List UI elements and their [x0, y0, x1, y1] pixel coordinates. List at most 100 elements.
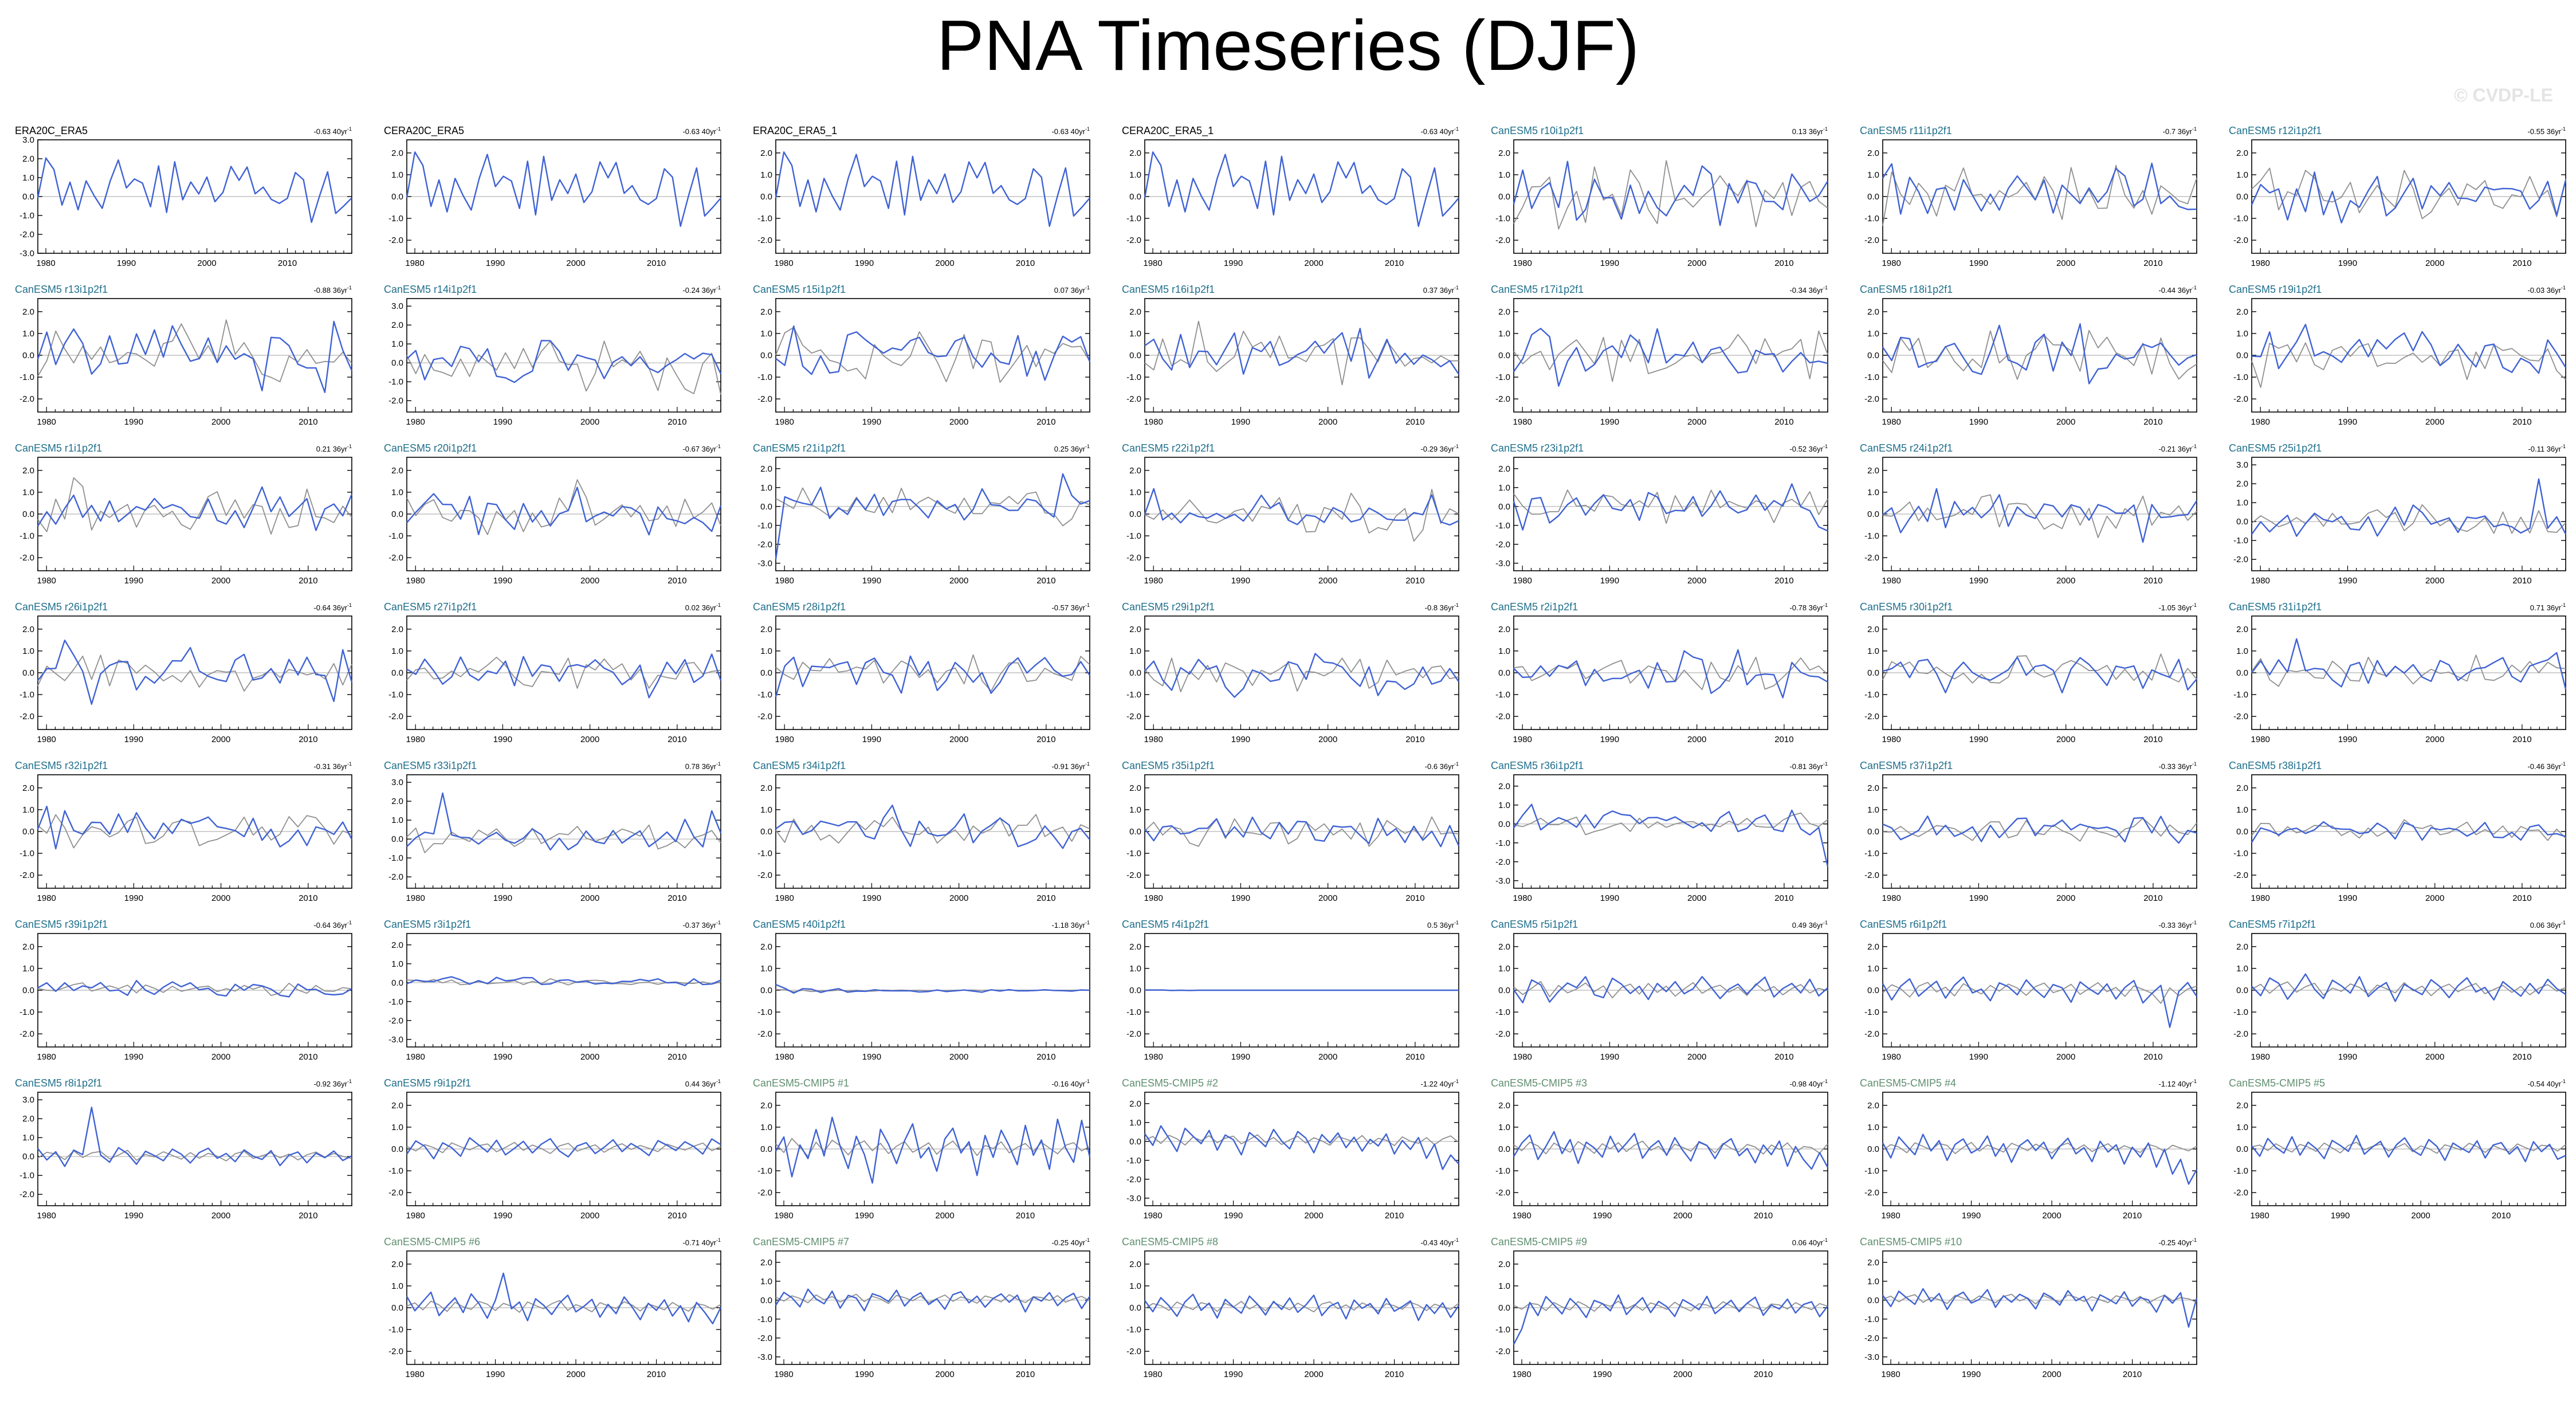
- y-tick-label: -2.0: [1864, 553, 1879, 563]
- trend-unit: -1: [2192, 126, 2197, 132]
- chart-svg: CanESM5 r28i1p2f1 -0.57 36yr-1 2.0 1.0 0.0 -1…: [753, 601, 1091, 744]
- chart-svg: CanESM5-CMIP5 #6 -0.71 40yr-1 2.0 1.0 0.0 -1.…: [384, 1236, 722, 1379]
- y-tick-label: -1.0: [1495, 521, 1510, 531]
- chart-svg: CanESM5 r24i1p2f1 -0.21 36yr-1 2.0 1.0 0.0 -1…: [1860, 442, 2198, 586]
- panel-title: CERA20C_ERA5: [384, 125, 464, 137]
- x-tick-label: 2000: [2425, 735, 2444, 744]
- y-tick-label: -2.0: [1495, 1347, 1510, 1356]
- chart-svg: CanESM5 r22i1p2f1 -0.29 36yr-1 2.0 1.0 0.0 -1…: [1122, 442, 1459, 586]
- y-tick-label: 1.0: [2236, 805, 2248, 815]
- y-tick-label: 3.0: [22, 1095, 34, 1105]
- trend-label: -0.91 36yr-1: [1051, 761, 1090, 771]
- y-tick-label: 1.0: [391, 646, 403, 656]
- y-tick-label: 2.0: [1867, 942, 1879, 952]
- trend-unit: -1: [1454, 602, 1459, 608]
- trend-label: -0.29 36yr-1: [1420, 444, 1459, 453]
- y-tick-label: -2.0: [2233, 236, 2248, 245]
- y-tick-label: 2.0: [1867, 1101, 1879, 1111]
- series-line-primary: [1513, 1294, 1828, 1345]
- x-tick-label: 2010: [278, 258, 297, 268]
- y-tick-label: 0.0: [1498, 351, 1510, 360]
- x-tick-label: 2000: [2056, 576, 2075, 586]
- y-tick-label: 1.0: [391, 1281, 403, 1291]
- y-tick-label: 1.0: [1867, 805, 1879, 815]
- x-tick-label: 1980: [405, 1370, 424, 1379]
- x-tick-label: 2010: [2512, 735, 2531, 744]
- trend-label: -1.18 36yr-1: [1051, 920, 1090, 929]
- chart-panel: CanESM5 r36i1p2f1 -0.81 36yr-1 2.0 1.0 0.0 -1…: [1489, 758, 1843, 913]
- y-tick-label: 0.0: [2236, 517, 2248, 527]
- x-tick-label: 1980: [2251, 1052, 2270, 1062]
- series-line-primary: [2251, 638, 2567, 690]
- trend-label: -0.64 36yr-1: [313, 602, 352, 612]
- trend-unit: -1: [2192, 761, 2197, 767]
- y-tick-label: 0.0: [2236, 827, 2248, 837]
- x-tick-label: 1980: [406, 1052, 425, 1062]
- panel-title: CanESM5 r19i1p2f1: [2229, 284, 2322, 295]
- x-tick-label: 1990: [1600, 735, 1619, 744]
- x-tick-label: 2000: [2411, 1211, 2430, 1221]
- trend-label: 0.44 36yr-1: [685, 1078, 721, 1088]
- y-tick-label: 0.0: [1498, 502, 1510, 512]
- chart-panel: CanESM5 r33i1p2f1 0.78 36yr-1 3.0 2.0 1.0 0.0…: [382, 758, 736, 913]
- trend-unit: -1: [1085, 602, 1090, 608]
- x-tick-label: 2000: [949, 576, 968, 586]
- x-tick-label: 1990: [1231, 735, 1250, 744]
- y-tick-label: -1.0: [1126, 214, 1141, 223]
- y-tick-label: -1.0: [1495, 1166, 1510, 1176]
- trend-unit: -1: [347, 285, 352, 291]
- y-tick-label: 1.0: [1498, 329, 1510, 339]
- y-tick-label: 0.0: [391, 668, 403, 678]
- y-tick-label: 1.0: [760, 483, 772, 493]
- x-tick-label: 2010: [1405, 576, 1424, 586]
- y-tick-label: -1.0: [757, 1166, 772, 1176]
- y-tick-label: 2.0: [391, 320, 403, 330]
- y-tick-label: -2.0: [1126, 236, 1141, 245]
- chart-svg: CanESM5 r25i1p2f1 -0.11 36yr-1 3.0 2.0 1.0 0.…: [2229, 442, 2567, 586]
- trend-unit: -1: [347, 444, 352, 449]
- x-tick-label: 2000: [2056, 735, 2075, 744]
- x-tick-label: 2000: [1687, 576, 1706, 586]
- x-tick-label: 1990: [2338, 893, 2357, 903]
- panel-title: CanESM5 r9i1p2f1: [384, 1077, 471, 1089]
- x-tick-label: 1980: [406, 417, 425, 427]
- y-tick-label: 1.0: [760, 1123, 772, 1132]
- x-tick-label: 2000: [935, 1370, 954, 1379]
- trend-label: -0.63 40yr-1: [313, 126, 352, 136]
- series-line-primary: [1882, 976, 2198, 1028]
- y-tick-label: 0.0: [760, 502, 772, 512]
- x-tick-label: 1990: [1600, 893, 1619, 903]
- y-tick-label: 0.0: [391, 1303, 403, 1313]
- chart-panel: CanESM5 r26i1p2f1 -0.64 36yr-1 2.0 1.0 0.0 -1…: [13, 599, 367, 755]
- x-tick-label: 1990: [2338, 1052, 2357, 1062]
- y-tick-label: 2.0: [391, 466, 403, 476]
- series-line-primary: [37, 320, 353, 393]
- y-tick-label: 2.0: [22, 1114, 34, 1124]
- y-tick-label: -1.0: [1126, 1325, 1141, 1335]
- trend-label: -0.44 36yr-1: [2158, 285, 2197, 295]
- y-tick-label: -1.0: [1126, 372, 1141, 382]
- trend-unit: -1: [716, 126, 721, 132]
- x-tick-label: 2010: [299, 1052, 317, 1062]
- panel-title: CanESM5 r31i1p2f1: [2229, 601, 2322, 613]
- y-tick-label: 1.0: [1129, 1281, 1141, 1291]
- chart-panel: CanESM5 r30i1p2f1 -1.05 36yr-1 2.0 1.0 0.0 -1…: [1858, 599, 2212, 755]
- trend-label: -0.43 40yr-1: [1420, 1237, 1459, 1247]
- y-tick-label: 0.0: [1867, 192, 1879, 202]
- trend-unit: -1: [1823, 1078, 1828, 1084]
- y-tick-label: 1.0: [2236, 964, 2248, 974]
- series-line-reference: [2251, 167, 2566, 219]
- x-tick-label: 2000: [580, 417, 599, 427]
- trend-unit: -1: [2561, 602, 2566, 608]
- trend-label: 0.49 36yr-1: [1792, 920, 1828, 929]
- series-line-primary: [37, 805, 353, 850]
- y-tick-label: 0.0: [1498, 668, 1510, 678]
- trend-unit: -1: [716, 1237, 721, 1243]
- x-tick-label: 2000: [949, 735, 968, 744]
- x-tick-label: 1990: [1231, 893, 1250, 903]
- series-line-primary: [406, 976, 721, 987]
- x-tick-label: 2000: [2056, 893, 2075, 903]
- chart-svg: CanESM5 r27i1p2f1 0.02 36yr-1 2.0 1.0 0.0 -1.…: [384, 601, 722, 744]
- y-tick-label: 0.0: [760, 986, 772, 995]
- y-tick-label: -1.0: [1495, 372, 1510, 382]
